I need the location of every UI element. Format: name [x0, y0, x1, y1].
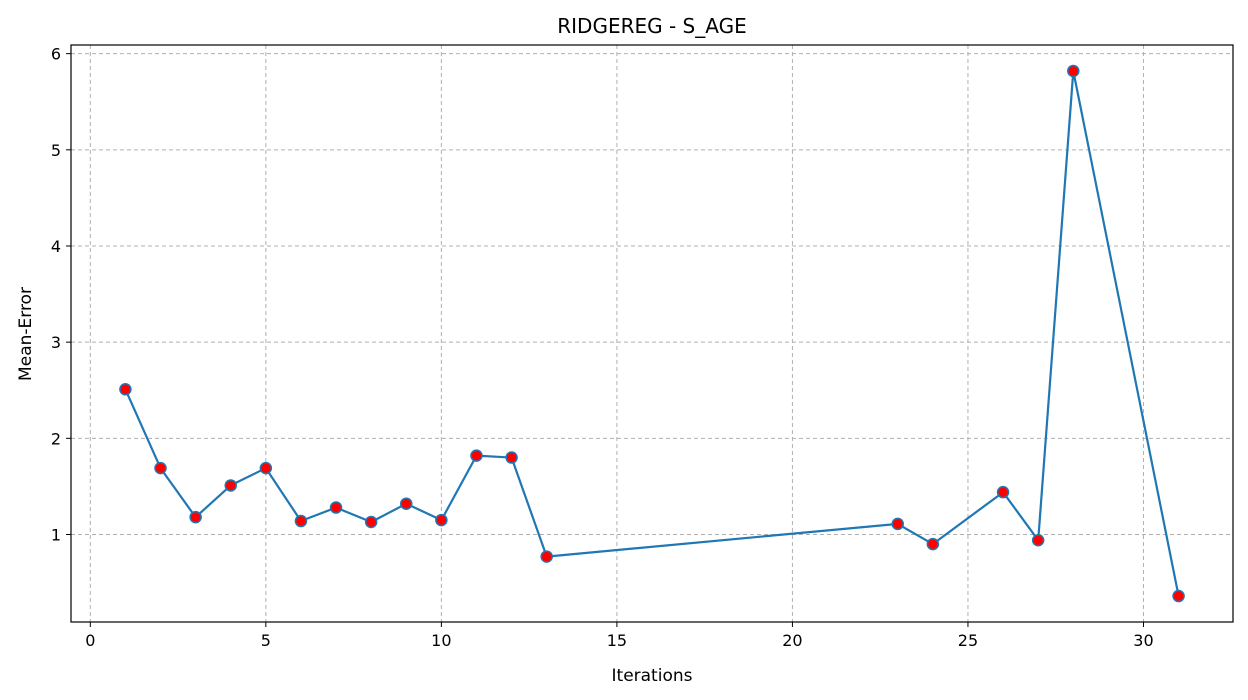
data-point — [294, 514, 308, 528]
data-point — [259, 461, 273, 475]
x-tick-label: 10 — [431, 631, 451, 650]
y-tick-label: 5 — [51, 141, 61, 160]
x-tick-label: 0 — [85, 631, 95, 650]
data-point — [400, 497, 413, 510]
data-point — [505, 451, 518, 464]
y-tick-label: 3 — [51, 333, 61, 352]
data-point — [119, 383, 132, 396]
data-point — [926, 537, 940, 551]
data-point — [189, 510, 202, 524]
data-point — [435, 513, 448, 527]
ticks: 0 5 10 15 20 25 30 1 2 3 4 5 6 — [51, 45, 1154, 650]
plot-frame — [70, 44, 1234, 623]
y-axis-label: Mean-Error — [16, 287, 36, 381]
chart-title: RIDGEREG - S_AGE — [557, 14, 746, 38]
x-tick-label: 25 — [958, 631, 978, 650]
data-point — [891, 517, 904, 531]
data-point — [1067, 64, 1080, 78]
data-point — [329, 501, 343, 514]
data-point — [470, 449, 483, 462]
x-tick-label: 30 — [1133, 631, 1153, 650]
data-point — [996, 485, 1010, 499]
data-point — [154, 461, 167, 475]
data-point — [224, 479, 237, 492]
grid — [71, 45, 1233, 622]
series-layer — [119, 64, 1185, 603]
data-point — [1172, 589, 1185, 603]
x-tick-label: 20 — [782, 631, 802, 650]
x-tick-label: 15 — [607, 631, 627, 650]
y-tick-label: 1 — [51, 525, 61, 544]
y-tick-label: 2 — [51, 429, 61, 448]
x-tick-label: 5 — [261, 631, 271, 650]
data-point — [1031, 534, 1045, 547]
data-point — [364, 515, 378, 529]
y-tick-label: 4 — [51, 237, 61, 256]
x-axis-label: Iterations — [612, 666, 693, 686]
y-tick-label: 6 — [51, 45, 61, 64]
data-point — [540, 550, 553, 563]
